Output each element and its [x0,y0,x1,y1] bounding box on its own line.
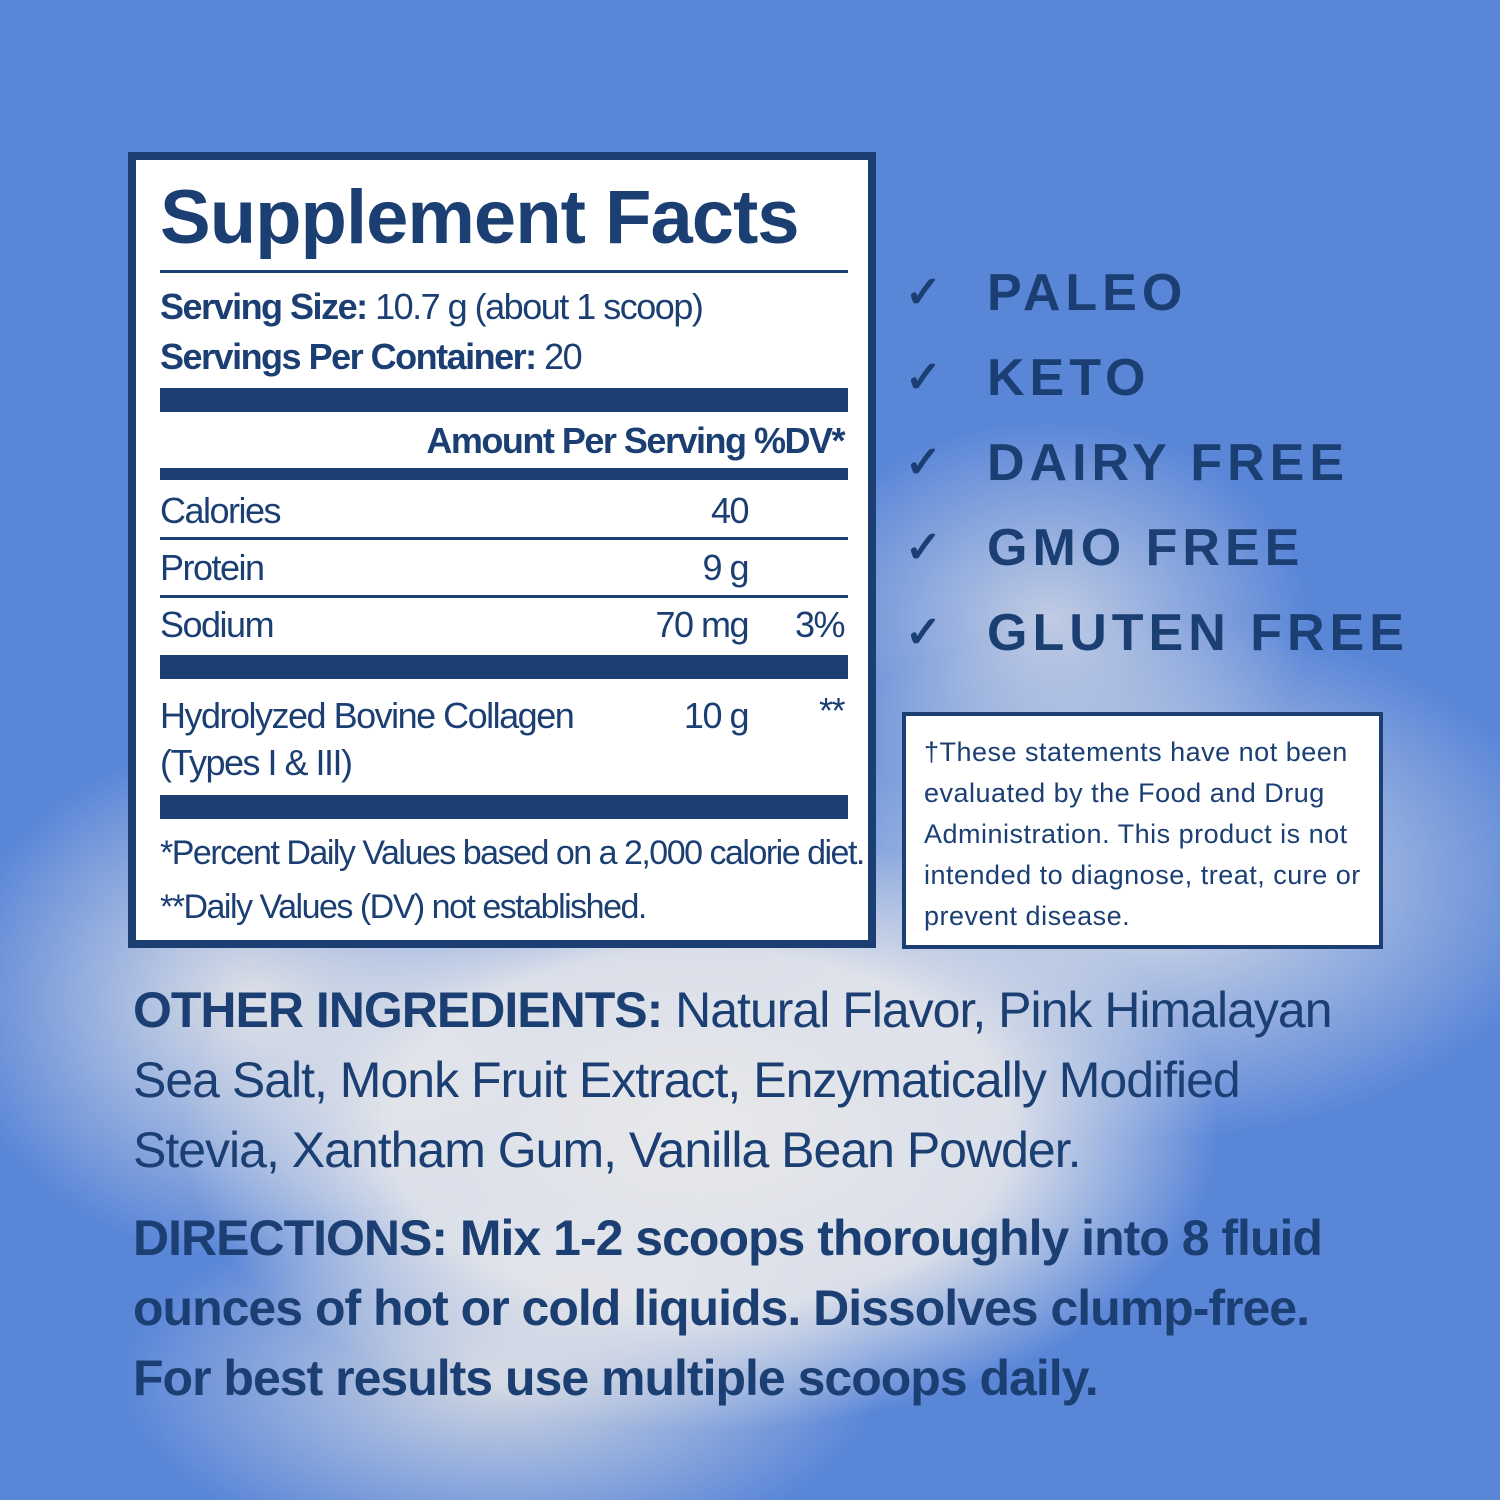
row-name: Sodium [160,604,275,645]
directions-text: Mix 1-2 scoops thoroughly into 8 fluid o… [133,1210,1323,1406]
row-amount: 9 g [702,547,749,588]
row-dv: 3% [794,604,846,645]
directions: DIRECTIONS: Mix 1-2 scoops thoroughly in… [133,1203,1333,1413]
claim-label: DAIRY FREE [987,433,1350,492]
row-name: Hydrolyzed Bovine Collagen [160,695,575,736]
row-name-line2: (Types I & III) [160,742,353,783]
thick-divider [160,655,848,679]
other-ingredients-label: OTHER INGREDIENTS: [133,982,663,1038]
claim-item: ✓ GLUTEN FREE [905,590,1409,675]
claims-list: ✓ PALEO ✓ KETO ✓ DAIRY FREE ✓ GMO FREE ✓ GLUT… [905,250,1409,675]
supplement-facts-panel: Supplement Facts Serving Size: 10.7 g (a… [128,152,876,948]
thick-divider [160,795,848,819]
check-icon: ✓ [905,608,942,657]
claim-item: ✓ KETO [905,335,1409,420]
fda-disclaimer: †These statements have not been evaluate… [902,712,1383,949]
row-amount: 10 g [683,695,750,736]
claim-label: GMO FREE [987,518,1305,577]
row-name: Protein [160,547,265,588]
claim-label: PALEO [987,263,1188,322]
other-ingredients: OTHER INGREDIENTS: Natural Flavor, Pink … [133,975,1333,1185]
divider [160,270,848,273]
footnote: *Percent Daily Values based on a 2,000 c… [160,834,865,872]
serving-size-label: Serving Size: [160,286,368,327]
check-icon: ✓ [905,438,942,487]
check-icon: ✓ [905,353,942,402]
claim-item: ✓ DAIRY FREE [905,420,1409,505]
servings-value: 20 [535,336,583,377]
divider [160,595,848,598]
claim-item: ✓ GMO FREE [905,505,1409,590]
claim-label: KETO [987,348,1151,407]
thick-divider [160,388,848,412]
divider [160,468,848,480]
serving-size: Serving Size: 10.7 g (about 1 scoop) [160,286,704,328]
row-name: Calories [160,490,282,531]
other-ingredients-text: Natural Flavor, Pink Himalayan Sea Salt,… [133,982,1333,1178]
check-icon: ✓ [905,523,942,572]
servings-per-container: Servings Per Container: 20 [160,336,583,378]
row-dv: ** [818,690,846,731]
footnote: **Daily Values (DV) not established. [160,888,647,926]
row-amount: 40 [710,490,750,531]
serving-size-value: 10.7 g (about 1 scoop) [366,286,704,327]
row-amount: 70 mg [655,604,749,645]
divider [160,537,848,540]
directions-label: DIRECTIONS: [133,1210,448,1266]
claim-label: GLUTEN FREE [987,603,1409,662]
facts-title: Supplement Facts [160,175,800,260]
claim-item: ✓ PALEO [905,250,1409,335]
check-icon: ✓ [905,268,942,317]
servings-label: Servings Per Container: [160,336,537,377]
amount-header: Amount Per Serving %DV* [426,420,845,461]
